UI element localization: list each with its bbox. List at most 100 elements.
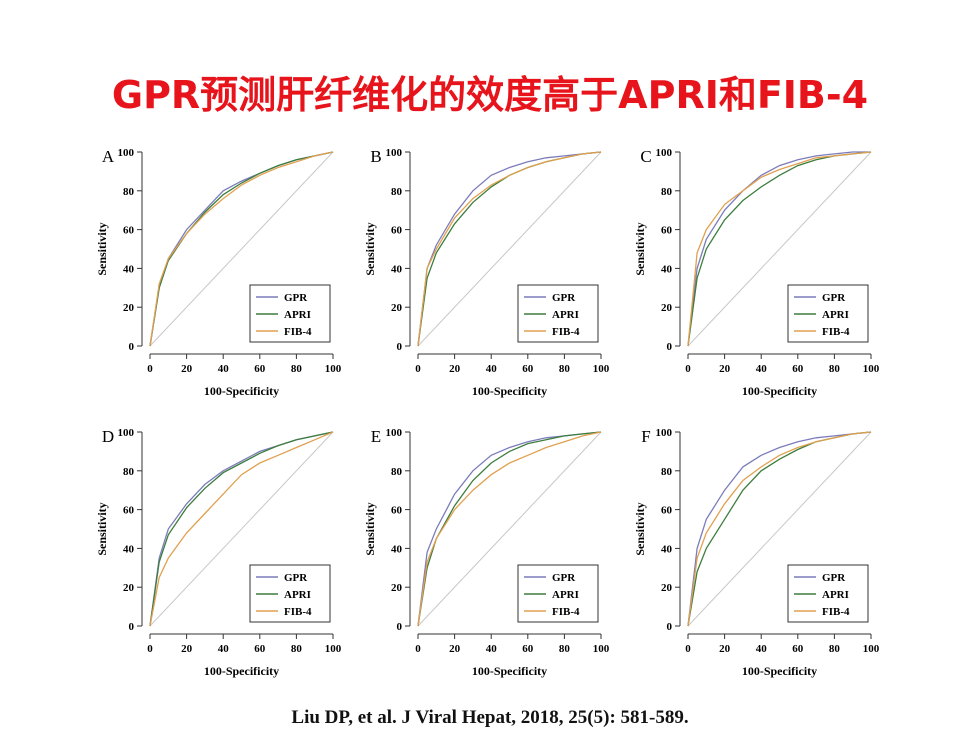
x-tick-label: 60	[792, 643, 804, 655]
citation: Liu DP, et al. J Viral Hepat, 2018, 25(5…	[291, 707, 688, 728]
panel-label: E	[371, 427, 381, 446]
x-tick-label: 100	[325, 643, 342, 655]
y-tick-label: 100	[386, 427, 403, 439]
x-tick-label: 0	[415, 643, 421, 655]
y-tick-label: 20	[123, 302, 135, 314]
panel-label: B	[370, 147, 381, 166]
legend-label: FIB-4	[284, 326, 312, 338]
x-tick-label: 60	[792, 363, 804, 375]
y-tick-label: 80	[123, 466, 135, 478]
x-tick-label: 100	[593, 643, 610, 655]
y-axis-label: Sensitivity	[363, 222, 377, 275]
x-tick-label: 80	[559, 643, 571, 655]
x-tick-label: 40	[218, 643, 230, 655]
roc-curve	[687, 151, 871, 347]
y-tick-label: 40	[391, 543, 403, 555]
y-tick-label: 0	[667, 621, 673, 633]
y-tick-label: 20	[391, 582, 403, 594]
y-tick-label: 80	[661, 186, 673, 198]
y-axis-label: Sensitivity	[95, 222, 109, 275]
y-tick-label: 100	[386, 147, 403, 159]
x-tick-label: 60	[522, 643, 534, 655]
y-tick-label: 80	[391, 466, 403, 478]
roc-curve	[149, 151, 334, 347]
x-axis-label: 100-Specificity	[204, 384, 279, 398]
x-tick-label: 60	[254, 643, 266, 655]
y-tick-label: 20	[123, 582, 135, 594]
reference-diagonal	[417, 431, 602, 627]
x-tick-label: 20	[449, 363, 461, 375]
roc-curve	[149, 151, 334, 347]
reference-diagonal	[417, 151, 602, 347]
x-tick-label: 0	[147, 643, 153, 655]
y-tick-label: 0	[129, 341, 135, 353]
y-tick-label: 40	[661, 263, 673, 275]
y-tick-label: 40	[123, 543, 135, 555]
roc-curve	[417, 151, 602, 347]
x-axis-label: 100-Specificity	[472, 664, 547, 678]
y-tick-label: 20	[661, 302, 673, 314]
legend-label: FIB-4	[822, 326, 850, 338]
y-tick-label: 60	[391, 505, 403, 517]
legend-label: APRI	[552, 589, 579, 601]
x-tick-label: 40	[486, 363, 498, 375]
roc-curve	[149, 431, 334, 627]
x-tick-label: 40	[218, 363, 230, 375]
y-tick-label: 100	[656, 147, 673, 159]
x-tick-label: 100	[863, 363, 880, 375]
reference-diagonal	[149, 431, 334, 627]
y-tick-label: 0	[397, 621, 403, 633]
slide-title: GPR预测肝纤维化的效度高于APRI和FIB-4	[112, 73, 868, 117]
x-tick-label: 100	[325, 363, 342, 375]
roc-curve	[417, 151, 602, 347]
x-tick-label: 20	[181, 363, 193, 375]
reference-diagonal	[687, 151, 872, 347]
y-tick-label: 0	[129, 621, 135, 633]
x-tick-label: 100	[863, 643, 880, 655]
legend-label: GPR	[284, 292, 308, 304]
legend-label: GPR	[552, 292, 576, 304]
y-tick-label: 80	[391, 186, 403, 198]
panel-label: F	[641, 427, 650, 446]
x-tick-label: 60	[522, 363, 534, 375]
x-tick-label: 20	[719, 363, 731, 375]
roc-curve	[687, 431, 872, 627]
x-tick-label: 80	[829, 363, 841, 375]
x-tick-label: 80	[829, 643, 841, 655]
panel-label: A	[102, 147, 115, 166]
legend-label: FIB-4	[552, 606, 580, 618]
reference-diagonal	[149, 151, 334, 347]
legend-label: FIB-4	[552, 326, 580, 338]
x-tick-label: 80	[291, 643, 303, 655]
y-tick-label: 60	[123, 505, 135, 517]
x-tick-label: 0	[415, 363, 421, 375]
x-tick-label: 0	[147, 363, 153, 375]
x-tick-label: 40	[756, 643, 768, 655]
x-axis-label: 100-Specificity	[204, 664, 279, 678]
x-tick-label: 20	[181, 643, 193, 655]
y-tick-label: 60	[661, 225, 673, 237]
y-tick-label: 80	[123, 186, 135, 198]
x-tick-label: 40	[486, 643, 498, 655]
legend-label: APRI	[284, 589, 311, 601]
panel-label: C	[640, 147, 651, 166]
y-axis-label: Sensitivity	[363, 502, 377, 555]
roc-curve	[417, 431, 602, 627]
legend-label: GPR	[822, 292, 846, 304]
x-axis-label: 100-Specificity	[472, 384, 547, 398]
x-tick-label: 40	[756, 363, 768, 375]
y-axis-label: Sensitivity	[633, 502, 647, 555]
y-tick-label: 0	[667, 341, 673, 353]
y-axis-label: Sensitivity	[95, 502, 109, 555]
y-tick-label: 60	[391, 225, 403, 237]
legend-label: GPR	[822, 572, 846, 584]
legend-label: APRI	[822, 589, 849, 601]
legend-label: APRI	[822, 309, 849, 321]
roc-curve	[149, 431, 334, 627]
x-tick-label: 20	[719, 643, 731, 655]
legend-box	[249, 284, 331, 343]
x-tick-label: 60	[254, 363, 266, 375]
y-tick-label: 0	[397, 341, 403, 353]
